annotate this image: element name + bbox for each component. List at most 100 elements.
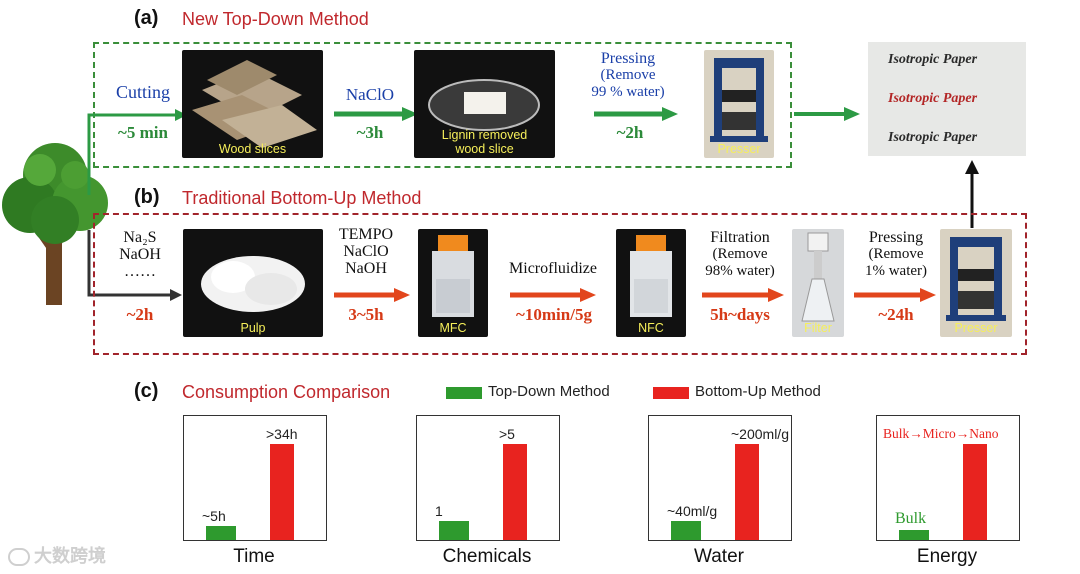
step2-label: TEMPO NaClO NaOH: [326, 226, 406, 277]
step4-line1: Filtration: [710, 229, 770, 246]
presser-a-photo: Presser: [704, 50, 774, 158]
chart-water-frame: ~40ml/g ~200ml/g: [648, 415, 792, 541]
step2-line2: NaClO: [343, 243, 389, 260]
chem-line1: Na₂S: [123, 229, 157, 246]
chart-water-bar-bottom-up: [735, 444, 759, 540]
step4-arrow: [702, 288, 784, 302]
chart-time-frame: ~5h >34h: [183, 415, 327, 541]
panel-b-title: Traditional Bottom-Up Method: [182, 188, 422, 208]
legend-top-down-swatch: [446, 387, 482, 399]
isotropic-paper-line2: Isotropic Paper: [888, 91, 978, 106]
isotropic-paper-photo: Isotropic Paper Isotropic Paper Isotropi…: [868, 42, 1026, 156]
tree-to-top-down-arrow: [87, 109, 187, 195]
panel-b-letter: (b): [134, 186, 160, 208]
lignin-label-line2: wood slice: [455, 142, 514, 156]
mfc-label: MFC: [439, 321, 467, 335]
panel-b-box: [93, 213, 1027, 355]
chart-energy-frame: Bulk Bulk→Micro→Nano: [876, 415, 1020, 541]
chart-water-bar-top-down: [671, 520, 701, 540]
chart-chemicals-value-label-bottom-up: >5: [499, 426, 515, 442]
chart-energy-category-label: Energy: [916, 546, 978, 567]
wood-slices-image: [192, 60, 317, 148]
chart-water-value-label-top-down: ~40ml/g: [667, 502, 718, 519]
cutting-time: ~5 min: [118, 123, 168, 142]
legend-top-down-label: Top-Down Method: [488, 383, 610, 400]
step3-time: ~10min/5g: [516, 305, 592, 324]
bottom-up-result-arrow: [965, 160, 979, 228]
chem-label: Na₂S NaOH ……: [100, 229, 180, 280]
filter-flask-image: [801, 232, 835, 322]
filter-photo: Filter: [792, 229, 844, 337]
pressing-a-line3: 99 % water): [591, 84, 665, 100]
top-down-result-arrow: [794, 107, 860, 121]
step2-time: 3~5h: [348, 305, 384, 324]
chart-chemicals-bar-top-down: [439, 520, 469, 540]
step4-line2: (Remove: [712, 246, 768, 262]
naclo-arrow: [334, 107, 418, 121]
chart-water-value-label-bottom-up: ~200ml/g: [731, 426, 789, 442]
step5-arrow: [854, 288, 936, 302]
legend-bottom-up-label: Bottom-Up Method: [695, 383, 821, 400]
nfc-label: NFC: [638, 321, 664, 335]
panel-a-title: New Top-Down Method: [182, 9, 369, 29]
pulp-label: Pulp: [240, 321, 266, 335]
step5-line1: Pressing: [868, 229, 924, 246]
presser-a-label: Presser: [717, 142, 761, 156]
step2-line3: NaOH: [345, 260, 387, 277]
nfc-bottle-image: [630, 235, 672, 317]
presser-b-label: Presser: [954, 321, 998, 335]
chart-water-category-label: Water: [694, 546, 744, 567]
chart-time-value-label-bottom-up: >34h: [266, 426, 298, 442]
filter-label: Filter: [804, 321, 832, 335]
pulp-photo: Pulp: [183, 229, 323, 337]
naclo-label: NaClO: [345, 85, 395, 104]
step4-time: 5h~days: [710, 305, 770, 324]
pressing-a-line2: (Remove: [600, 67, 656, 83]
chart-time-bar-bottom-up: [270, 444, 294, 540]
isotropic-paper-line1: Isotropic Paper: [888, 52, 978, 67]
chart-chemicals-category-label: Chemicals: [442, 546, 532, 567]
step2-line1: TEMPO: [338, 226, 394, 243]
tree-to-bottom-up-arrow: [87, 230, 182, 301]
legend-bottom-up-swatch: [653, 387, 689, 399]
lignin-removed-label: Lignin removed wood slice: [414, 128, 555, 156]
chart-energy-bar-bottom-up: [963, 444, 987, 540]
step1-time: ~2h: [126, 305, 154, 324]
cutting-label: Cutting: [115, 82, 170, 102]
chart-chemicals-bar-bottom-up: [503, 444, 527, 540]
lignin-removed-photo: Lignin removed wood slice: [414, 50, 555, 158]
step5-time: ~24h: [878, 305, 914, 324]
step4-line3: 98% water): [705, 263, 775, 279]
watermark-logo-icon: [8, 548, 30, 567]
panel-a-box: [93, 42, 792, 168]
watermark-text: 大数跨境: [34, 546, 106, 566]
step5-line2: (Remove: [868, 246, 924, 262]
chem-line2: NaOH: [119, 246, 161, 263]
lignin-label-line1: Lignin removed: [441, 128, 528, 142]
step3-arrow: [510, 288, 596, 302]
chart-chemicals-value-label-top-down: 1: [435, 502, 443, 519]
presser-b-image: [946, 237, 1006, 321]
chart-energy-value-label-bottom-up: Bulk→Micro→Nano: [883, 426, 999, 441]
step5-line3: 1% water): [864, 263, 928, 279]
pulp-image: [201, 256, 305, 312]
presser-b-photo: Presser: [940, 229, 1012, 337]
mfc-bottle-image: [432, 235, 474, 317]
chart-time-category-label: Time: [233, 546, 275, 567]
chart-time-value-label-top-down: ~5h: [202, 507, 226, 524]
step2-arrow: [334, 288, 410, 302]
wood-slices-photo: Wood slices: [182, 50, 323, 158]
step3-label: Microfluidize: [509, 260, 597, 277]
chart-energy-bar-top-down: [899, 530, 929, 540]
presser-image: [710, 58, 768, 142]
panel-c-letter: (c): [134, 380, 159, 402]
watermark: 大数跨境: [8, 542, 106, 568]
chart-time-bar-top-down: [206, 525, 236, 540]
pressing-a-time: ~2h: [616, 123, 644, 142]
wood-slices-label: Wood slices: [218, 142, 287, 156]
chart-energy-value-label-top-down: Bulk: [895, 510, 927, 528]
mfc-photo: MFC: [418, 229, 488, 337]
pressing-a-arrow: [594, 107, 678, 121]
petri-dish-image: [428, 79, 540, 131]
panel-c-title: Consumption Comparison: [182, 382, 391, 402]
